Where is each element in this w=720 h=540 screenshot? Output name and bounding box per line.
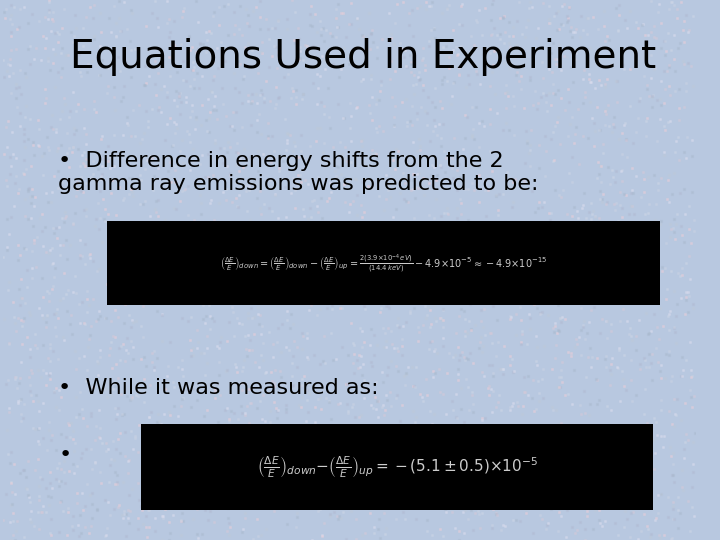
Text: •  Difference in energy shifts from the 2
gamma ray emissions was predicted to b: • Difference in energy shifts from the 2… [58, 151, 539, 194]
Text: $\left(\frac{\Delta E}{E}\right)_{down}$$ - \left(\frac{\Delta E}{E}\right)_{up}: $\left(\frac{\Delta E}{E}\right)_{down}$… [257, 454, 538, 480]
Text: $\left(\frac{\Delta E}{E}\right)_{down}$$ = \left(\frac{\Delta E}{E}\right)_{dow: $\left(\frac{\Delta E}{E}\right)_{down}$… [220, 252, 547, 274]
Text: •: • [58, 446, 71, 465]
FancyBboxPatch shape [141, 424, 653, 510]
Text: Equations Used in Experiment: Equations Used in Experiment [70, 38, 656, 76]
Text: •  While it was measured as:: • While it was measured as: [58, 378, 379, 398]
FancyBboxPatch shape [107, 221, 660, 305]
